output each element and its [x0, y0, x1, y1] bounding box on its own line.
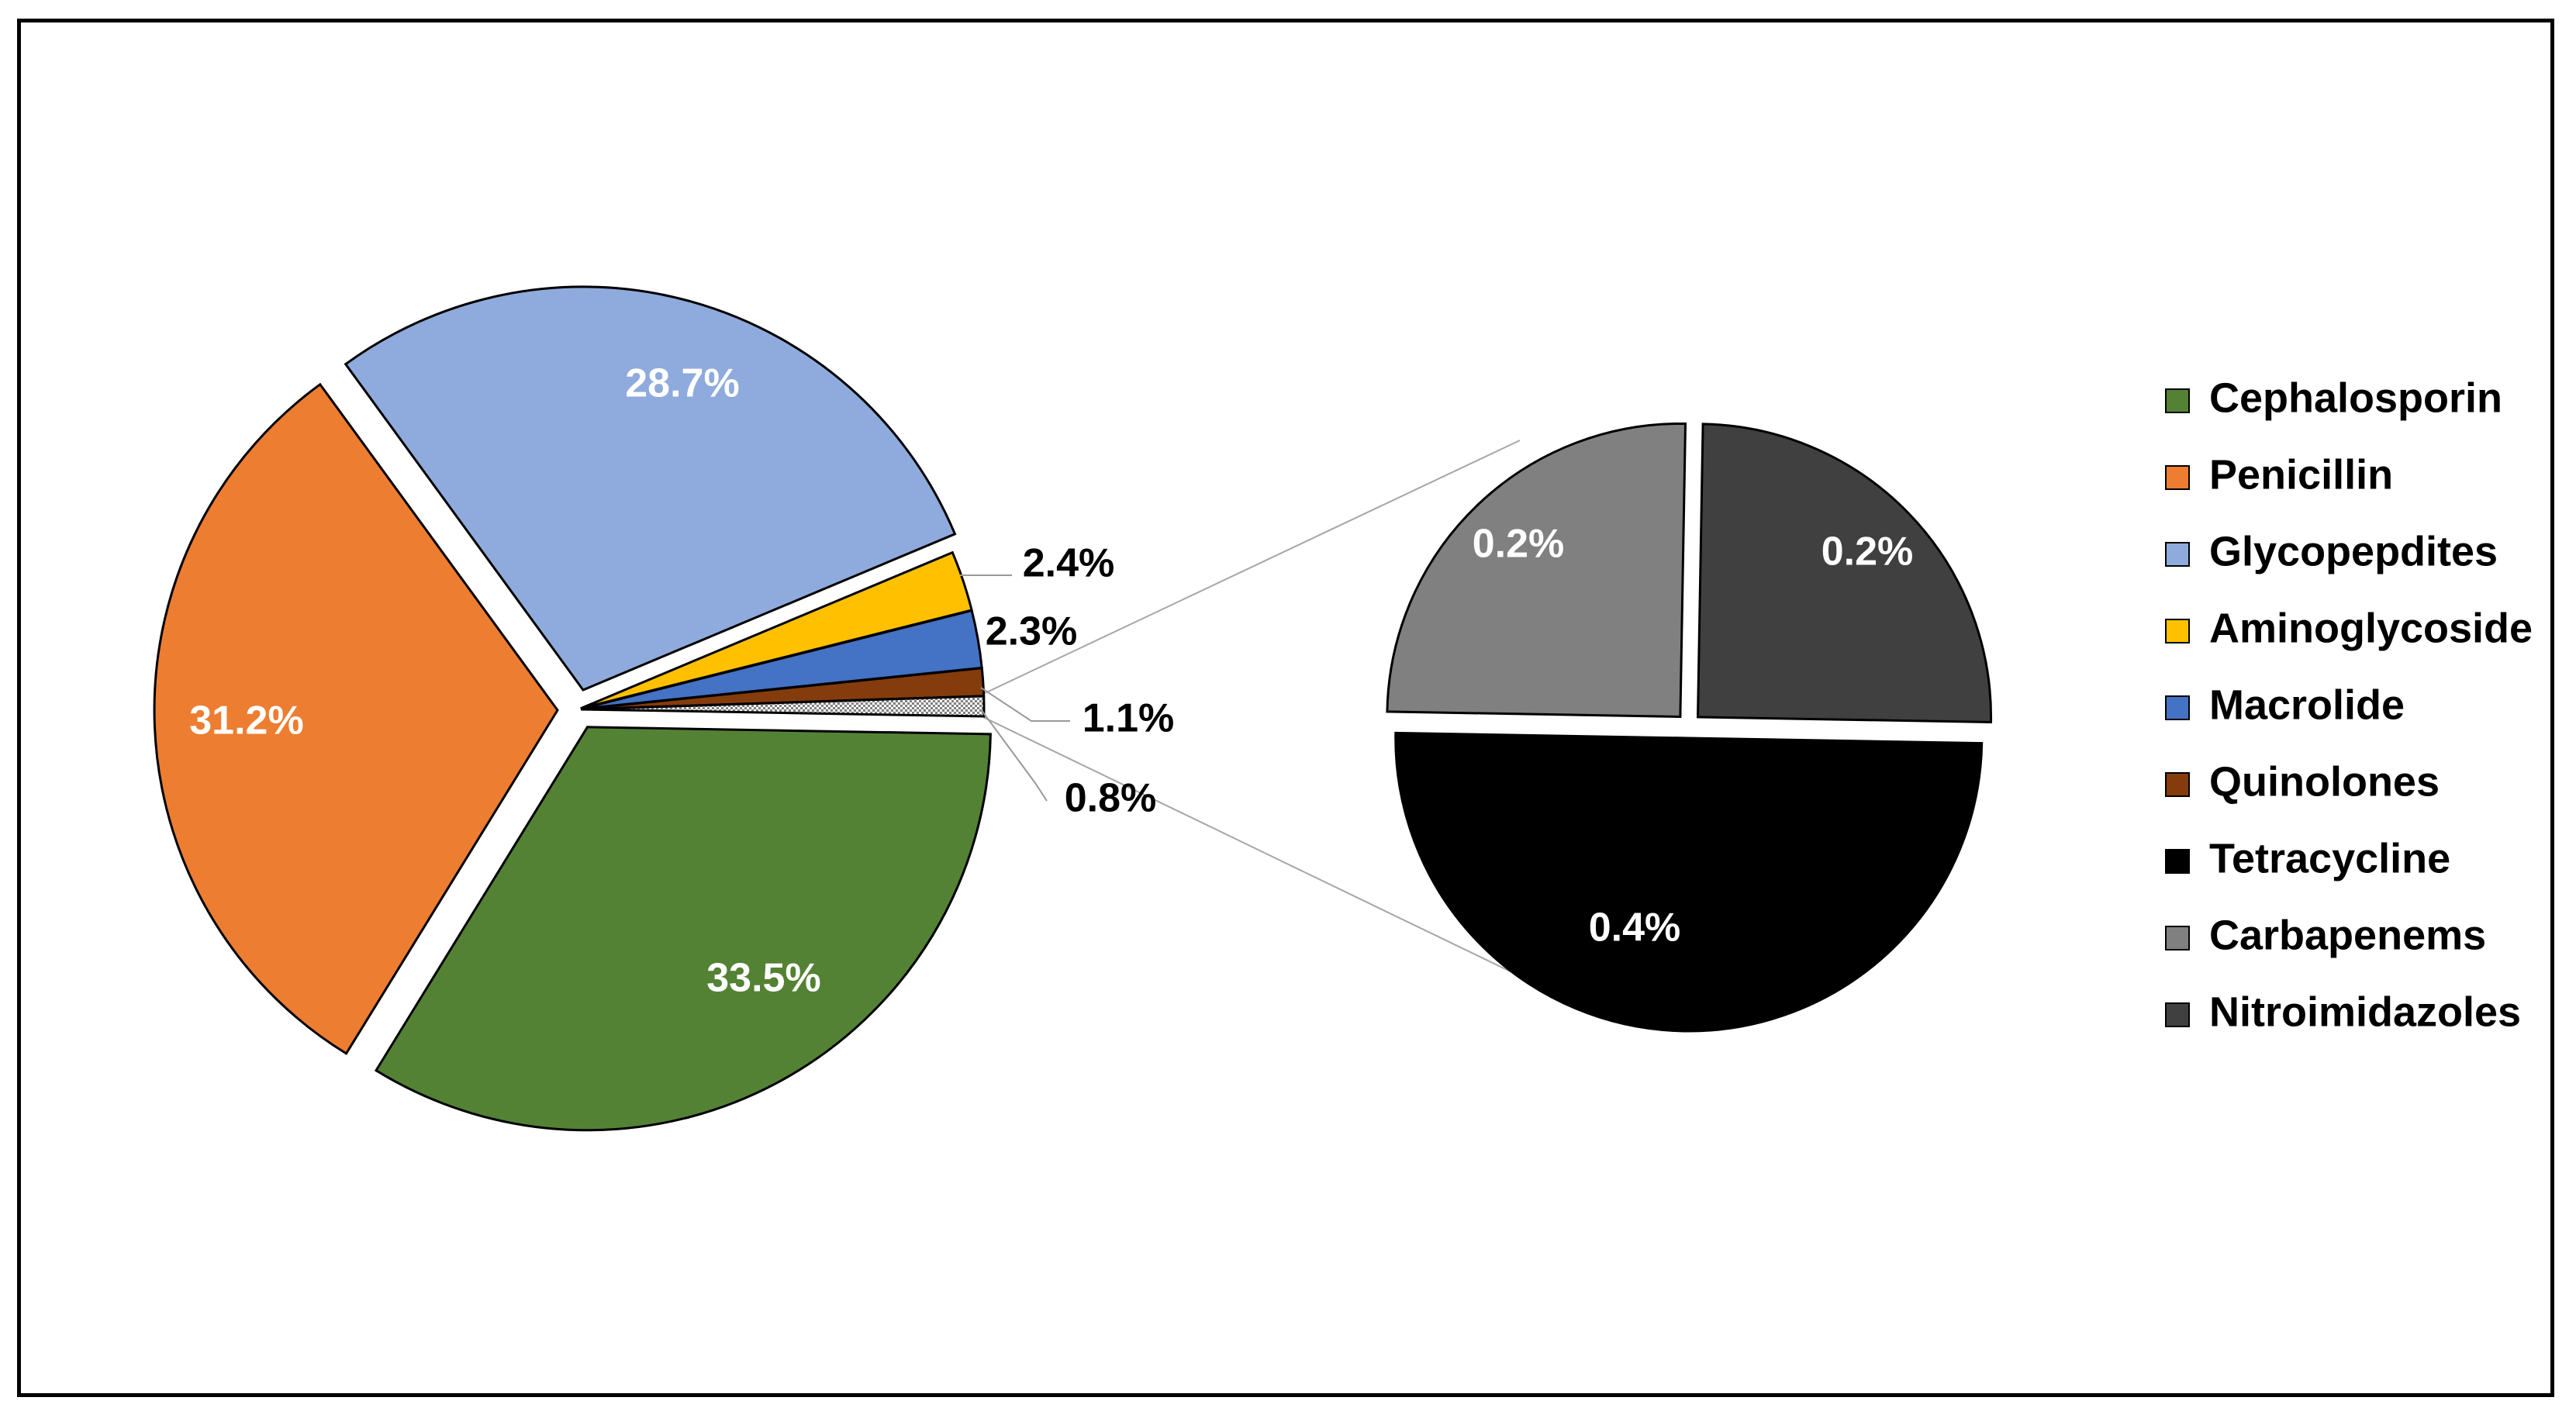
legend-label: Tetracycline: [2209, 835, 2450, 882]
slice-nitroimidazoles: [1696, 423, 1993, 724]
legend-item-macrolide: Macrolide: [2165, 681, 2405, 728]
data-label-tetracycline: 0.4%: [1589, 906, 1681, 951]
pie-connector-lines: [982, 440, 1521, 976]
legend-label: Carbapenems: [2209, 912, 2486, 958]
legend-label: Cephalosporin: [2209, 374, 2502, 421]
legend-item-penicillin: Penicillin: [2165, 451, 2393, 498]
legend-label: Penicillin: [2209, 451, 2393, 498]
legend-label: Aminoglycoside: [2209, 605, 2533, 651]
legend-swatch: [2165, 619, 2190, 643]
secondary-pie-labels: 0.4% 0.2% 0.2%: [1473, 522, 1914, 951]
slice-tetracycline: [1394, 731, 1984, 1033]
legend-swatch: [2165, 542, 2190, 567]
connector-line: [982, 716, 1519, 976]
legend-swatch: [2165, 388, 2190, 413]
data-label-other: 0.8%: [1065, 776, 1157, 821]
slice-carbapenems: [1386, 422, 1687, 719]
slice-glycopepdites: [344, 285, 957, 692]
legend-swatch: [2165, 849, 2190, 874]
legend-swatch: [2165, 926, 2190, 951]
legend-item-glycopepdites: Glycopepdites: [2165, 528, 2498, 574]
slice-other: [580, 695, 986, 718]
legend-swatch: [2165, 772, 2190, 797]
legend-item-aminoglycoside: Aminoglycoside: [2165, 605, 2533, 651]
legend-item-quinolones: Quinolones: [2165, 758, 2440, 805]
data-label-macrolide: 2.3%: [986, 609, 1078, 654]
legend-item-nitroimidazoles: Nitroimidazoles: [2165, 988, 2521, 1035]
legend-label: Macrolide: [2209, 681, 2405, 728]
legend-label: Quinolones: [2209, 758, 2440, 805]
data-label-nitroimidazoles: 0.2%: [1822, 530, 1914, 574]
legend-item-carbapenems: Carbapenems: [2165, 912, 2486, 958]
leader-line-quinolones: [980, 687, 1070, 722]
legend-label: Nitroimidazoles: [2209, 988, 2521, 1035]
data-label-carbapenems: 0.2%: [1473, 522, 1565, 567]
data-label-glycopepdites: 28.7%: [625, 361, 739, 406]
leader-line-other: [980, 709, 1048, 802]
slice-penicillin: [153, 382, 559, 1055]
data-label-aminoglycoside: 2.4%: [1023, 541, 1115, 586]
data-label-penicillin: 31.2%: [189, 699, 303, 744]
secondary-pie: [1386, 422, 1993, 1033]
slice-cephalosporin: [374, 726, 992, 1132]
legend: Cephalosporin Penicillin Glycopepdites Amin…: [2165, 374, 2533, 1035]
data-label-quinolones: 1.1%: [1083, 696, 1175, 741]
data-label-cephalosporin: 33.5%: [706, 956, 820, 1001]
main-pie-labels: 33.5% 31.2% 28.7% 2.4% 2.3%1.1% 0.8%: [189, 361, 1174, 1001]
legend-label: Glycopepdites: [2209, 528, 2498, 574]
legend-swatch: [2165, 1002, 2190, 1027]
legend-swatch: [2165, 695, 2190, 720]
legend-item-tetracycline: Tetracycline: [2165, 835, 2450, 882]
legend-swatch: [2165, 465, 2190, 490]
connector-line: [982, 440, 1521, 695]
main-pie: [153, 285, 992, 1132]
legend-item-cephalosporin: Cephalosporin: [2165, 374, 2502, 421]
